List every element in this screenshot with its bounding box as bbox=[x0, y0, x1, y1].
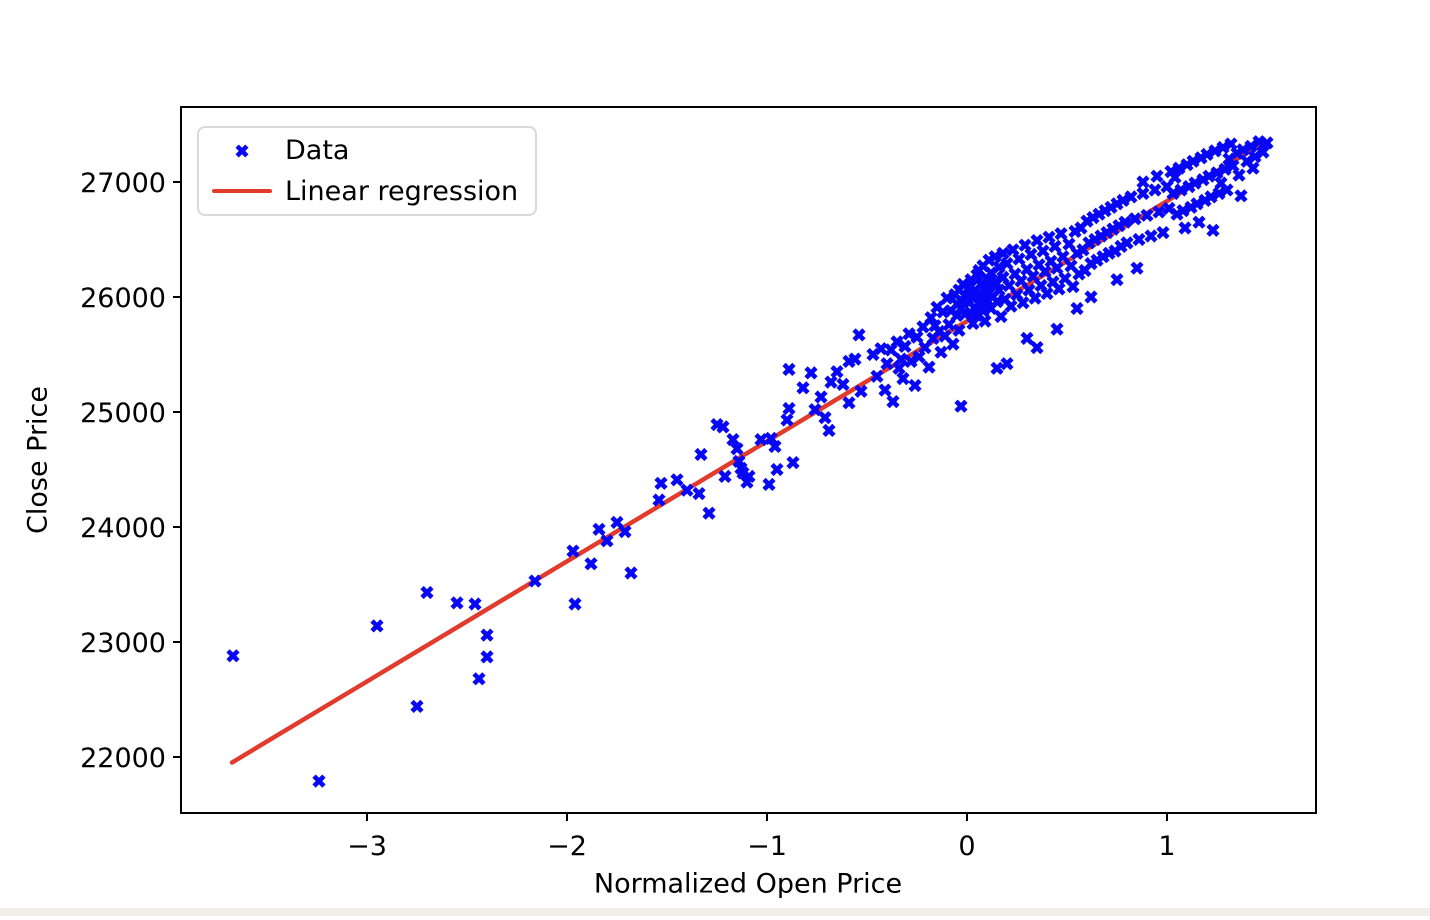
legend-label-regression: Linear regression bbox=[285, 175, 519, 207]
svg-text:−3: −3 bbox=[347, 831, 387, 862]
legend: Data Linear regression bbox=[197, 126, 537, 216]
y-axis-ticks bbox=[173, 180, 181, 758]
x-axis-ticks bbox=[366, 813, 1168, 821]
svg-text:24000: 24000 bbox=[80, 513, 166, 544]
x-axis-tick-labels: −3 −2 −1 0 1 bbox=[347, 831, 1176, 862]
svg-text:−2: −2 bbox=[547, 831, 587, 862]
legend-label-data: Data bbox=[285, 135, 350, 167]
y-axis-tick-labels: 22000 23000 24000 25000 26000 27000 bbox=[80, 168, 166, 774]
scatter-points bbox=[226, 135, 1274, 788]
y-axis-label: Close Price bbox=[22, 386, 54, 534]
legend-item-data: Data bbox=[199, 131, 535, 171]
line-swatch-icon bbox=[199, 187, 285, 195]
svg-text:1: 1 bbox=[1158, 831, 1175, 862]
svg-text:25000: 25000 bbox=[80, 398, 166, 429]
scatter-marker-icon bbox=[199, 136, 285, 166]
bottom-window-edge bbox=[0, 908, 1430, 916]
svg-text:−1: −1 bbox=[747, 831, 787, 862]
svg-text:22000: 22000 bbox=[80, 743, 166, 774]
legend-item-regression: Linear regression bbox=[199, 171, 535, 211]
plot-border bbox=[180, 106, 1317, 814]
svg-text:27000: 27000 bbox=[80, 168, 166, 199]
svg-text:23000: 23000 bbox=[80, 628, 166, 659]
svg-text:0: 0 bbox=[958, 831, 975, 862]
svg-text:26000: 26000 bbox=[80, 283, 166, 314]
x-axis-label: Normalized Open Price bbox=[593, 868, 903, 900]
